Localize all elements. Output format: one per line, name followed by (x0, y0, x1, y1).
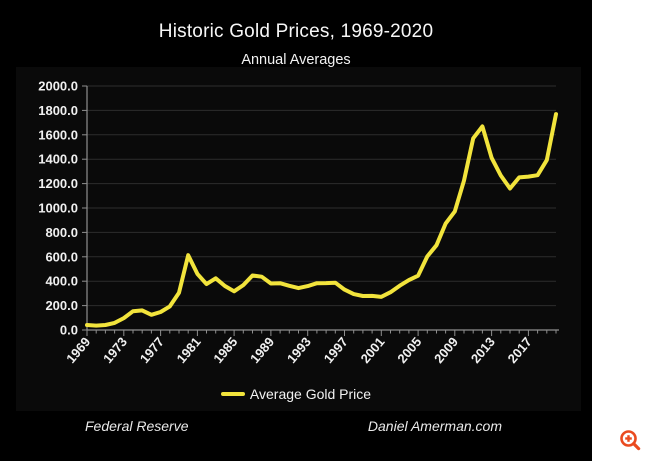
x-axis-label: 1989 (247, 334, 277, 366)
y-axis-label: 2000.0 (38, 79, 78, 94)
x-axis-label: 1981 (174, 334, 204, 366)
chart-subtitle: Annual Averages (241, 52, 351, 68)
x-axis-label: 1973 (100, 334, 130, 366)
plot-area: 0.0 200.0 400.0 600.0 800.0 1000.0 1200.0 1400.… (38, 79, 559, 366)
legend-label: Average Gold Price (249, 386, 372, 402)
y-axis-label: 600.0 (45, 249, 78, 264)
y-axis-label: 1000.0 (38, 201, 78, 216)
magnifier-handle (632, 442, 641, 451)
y-axis-label: 1400.0 (38, 152, 78, 167)
chart-title: Historic Gold Prices, 1969-2020 (158, 21, 434, 42)
y-axis-label: 800.0 (45, 225, 78, 240)
y-axis-label: 1200.0 (38, 176, 78, 191)
x-axis-label: 2017 (505, 334, 535, 366)
source-attribution: Federal Reserve (85, 418, 189, 434)
magnifier-circle (620, 430, 637, 447)
site-attribution: Daniel Amerman.com (367, 418, 502, 434)
gold-price-line (85, 112, 558, 328)
x-axis-label: 1969 (63, 334, 93, 366)
page-margin (592, 0, 650, 461)
y-axis-label: 400.0 (45, 274, 78, 289)
chart-panel: Historic Gold Prices, 1969-2020 Annual A… (0, 0, 592, 461)
x-axis-label: 2001 (358, 334, 388, 366)
legend-line-swatch (220, 392, 245, 396)
x-axis-label: 1985 (210, 334, 240, 366)
zoom-in-icon[interactable] (618, 428, 642, 452)
x-axis-label: 1993 (284, 334, 314, 366)
y-axis-label: 0.0 (60, 323, 78, 338)
y-axis-label: 1800.0 (38, 103, 78, 118)
x-axis-label: 2009 (431, 334, 461, 366)
y-axis-label: 200.0 (45, 298, 78, 313)
chart-object-background (16, 67, 581, 411)
x-axis-label: 2005 (394, 334, 424, 366)
legend: Average Gold Price (0, 385, 592, 403)
x-axis-label: 1977 (137, 334, 167, 366)
y-axis-label: 1600.0 (38, 127, 78, 142)
x-axis-label: 2013 (468, 334, 498, 366)
x-axis-label: 1997 (321, 334, 351, 366)
